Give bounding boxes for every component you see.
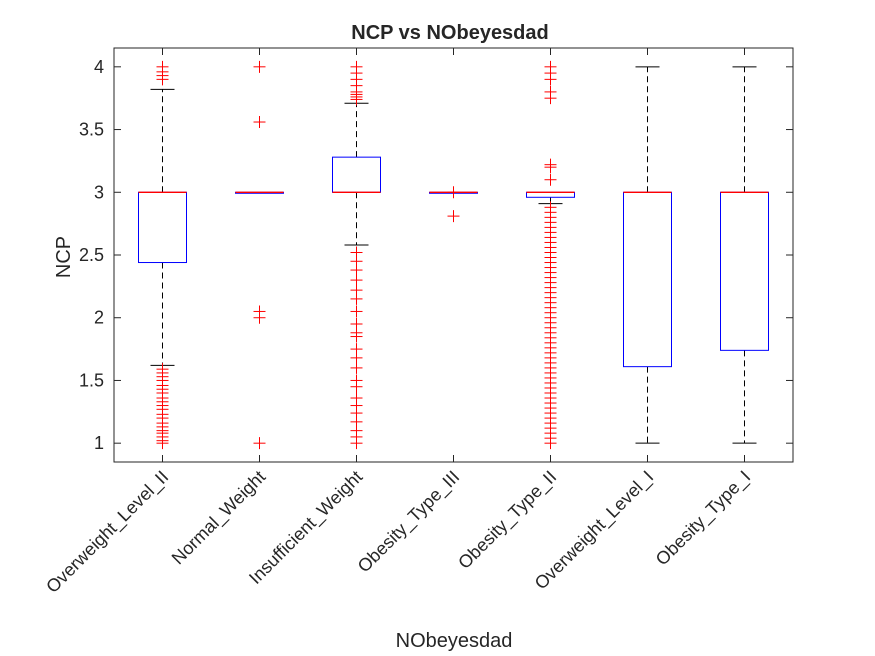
x-axis-label: NObeyesdad [396, 630, 513, 652]
x-tick-label: Overweight_Level_II [42, 467, 173, 598]
y-tick-label: 2.5 [79, 245, 104, 265]
y-tick-label: 4 [94, 57, 104, 77]
x-tick-label: Normal_Weight [168, 467, 270, 569]
y-tick-label: 1 [94, 433, 104, 453]
y-tick-label: 1.5 [79, 370, 104, 390]
chart-title: NCP vs NObeyesdad [351, 22, 549, 44]
x-tick-label: Obesity_Type_II [454, 467, 561, 574]
plot-area: 1 1.5 2 2.5 3 3.5 4 Overweight_Level_IINormal_W… [42, 47, 794, 598]
y-tick-label: 3.5 [79, 120, 104, 140]
y-axis-label: NCP [53, 236, 75, 278]
y-tick-label: 3 [94, 182, 104, 202]
y-tick-label: 2 [94, 308, 104, 328]
x-tick-label: Obesity_Type_I [652, 467, 755, 570]
x-tick-label: Obesity_Type_III [354, 467, 464, 577]
plot-frame [113, 47, 794, 463]
